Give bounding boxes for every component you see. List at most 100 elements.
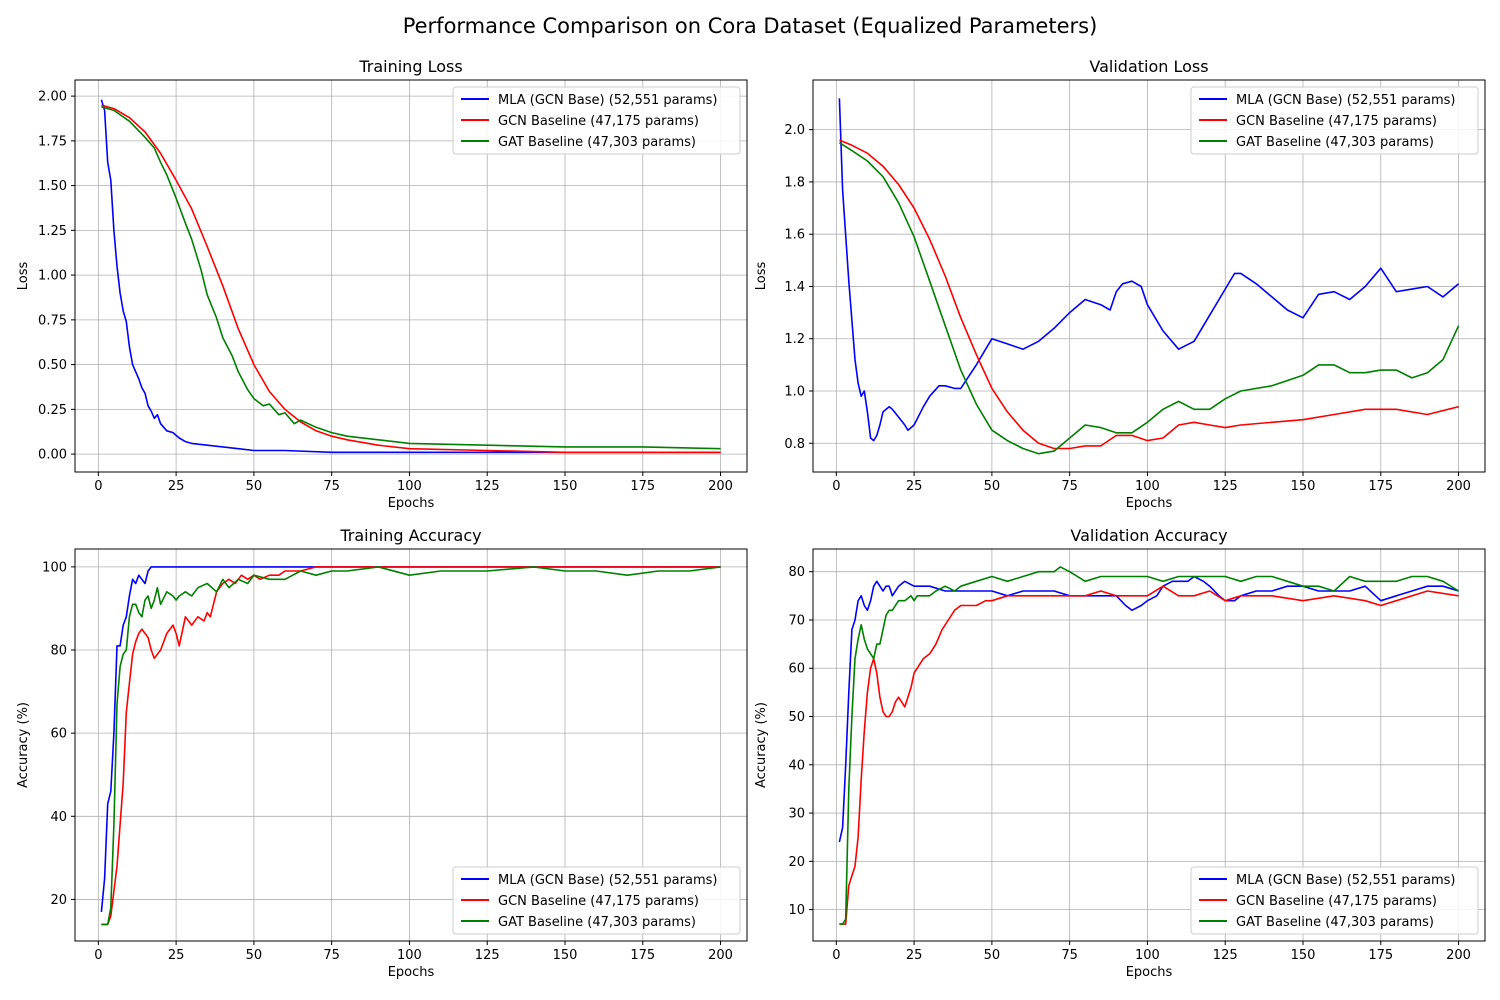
plot-area (100, 566, 721, 926)
x-tick-label: 50 (246, 948, 263, 963)
x-tick-label: 125 (475, 948, 500, 963)
x-tick-label: 0 (94, 948, 102, 963)
x-axis-label: Epochs (388, 965, 435, 980)
legend-label: MLA (GCN Base) (52,551 params) (1236, 873, 1455, 888)
axes-frame (812, 79, 1486, 473)
plot-area (838, 566, 1460, 925)
legend: MLA (GCN Base) (52,551 params) GCN Baseli… (1190, 866, 1479, 935)
series-line-1 (100, 566, 721, 912)
y-tick-label: 1.6 (784, 228, 805, 243)
y-axis-label: Loss (754, 262, 769, 291)
legend-label: GCN Baseline (47,175 params) (1236, 894, 1437, 909)
x-axis-label: Epochs (1126, 496, 1173, 511)
x-tick-label: 100 (397, 948, 422, 963)
x-tick-label: 125 (1213, 948, 1238, 963)
legend-label: MLA (GCN Base) (52,551 params) (1236, 93, 1455, 108)
y-tick-label: 60 (788, 662, 805, 677)
y-tick-label: 2.0 (784, 123, 805, 138)
x-tick-label: 175 (1368, 948, 1393, 963)
plot-area (100, 99, 721, 454)
y-tick-label: 1.8 (784, 175, 805, 190)
x-tick-label: 175 (630, 479, 655, 494)
x-tick-label: 25 (906, 948, 923, 963)
legend-box (452, 86, 741, 155)
legend-label: GAT Baseline (47,303 params) (498, 135, 696, 150)
x-tick-label: 175 (630, 948, 655, 963)
x-tick-label: 25 (168, 479, 185, 494)
x-tick-label: 75 (1061, 948, 1078, 963)
legend-label: GAT Baseline (47,303 params) (1236, 135, 1434, 150)
x-tick-label: 200 (1446, 479, 1471, 494)
legend: MLA (GCN Base) (52,551 params) GCN Baseli… (452, 866, 741, 935)
y-tick-label: 1.0 (784, 384, 805, 399)
series-line-3 (838, 142, 1460, 455)
y-tick-label: 2.00 (38, 90, 67, 105)
legend-label: MLA (GCN Base) (52,551 params) (498, 93, 717, 108)
series-line-2 (101, 104, 721, 454)
y-tick-label: 10 (788, 903, 805, 918)
legend-box (1190, 866, 1479, 935)
legend-label: GAT Baseline (47,303 params) (498, 915, 696, 930)
x-tick-label: 200 (708, 479, 733, 494)
y-tick-label: 0.50 (38, 358, 67, 373)
y-axis-label: Accuracy (%) (16, 702, 31, 788)
x-tick-label: 50 (984, 479, 1001, 494)
series-line-2 (839, 139, 1459, 450)
y-tick-label: 0.25 (38, 403, 67, 418)
series-line-2 (101, 566, 721, 926)
x-tick-label: 25 (168, 948, 185, 963)
y-tick-label: 1.25 (38, 224, 67, 239)
x-tick-label: 150 (553, 479, 578, 494)
subplot-3: 0 25 50 75 100 125 150 175 200 20 40 60 80 100 Trainin… (16, 526, 748, 980)
y-tick-label: 1.4 (784, 280, 805, 295)
legend-label: GCN Baseline (47,175 params) (498, 894, 699, 909)
x-tick-label: 100 (1135, 948, 1160, 963)
y-tick-label: 80 (788, 565, 805, 580)
figure-title: Performance Comparison on Cora Dataset (… (402, 14, 1098, 38)
y-tick-label: 1.50 (38, 179, 67, 194)
y-tick-label: 1.2 (784, 332, 805, 347)
axes-frame (812, 548, 1486, 942)
series-line-2 (839, 585, 1459, 925)
x-tick-label: 0 (832, 948, 840, 963)
axes-frame (74, 548, 748, 942)
legend-label: GCN Baseline (47,175 params) (1236, 114, 1437, 129)
y-tick-label: 20 (788, 855, 805, 870)
subplot-title: Validation Loss (1089, 57, 1208, 76)
x-tick-label: 75 (323, 479, 340, 494)
y-tick-label: 50 (788, 710, 805, 725)
subplot-2: 0 25 50 75 100 125 150 175 200 0.8 1.0 1.2 1.4 1.6 1.8… (754, 57, 1486, 511)
x-tick-label: 100 (397, 479, 422, 494)
x-tick-label: 0 (832, 479, 840, 494)
series-line-3 (101, 566, 721, 926)
y-tick-label: 70 (788, 613, 805, 628)
x-axis-label: Epochs (388, 496, 435, 511)
subplot-4: 0 25 50 75 100 125 150 175 200 10 20 30 40 50 60 70 80 Va… (754, 526, 1486, 980)
y-tick-label: 0.00 (38, 448, 67, 463)
x-tick-label: 100 (1135, 479, 1160, 494)
y-tick-label: 0.8 (784, 437, 805, 452)
legend-box (1190, 86, 1479, 155)
x-tick-label: 75 (1061, 479, 1078, 494)
series-line-3 (839, 566, 1460, 925)
x-tick-label: 175 (1368, 479, 1393, 494)
y-tick-label: 40 (50, 810, 67, 825)
series-line-1 (838, 98, 1460, 442)
y-tick-label: 1.00 (38, 269, 67, 284)
subplot-title: Validation Accuracy (1070, 526, 1227, 545)
y-axis-label: Accuracy (%) (754, 702, 769, 788)
series-line-1 (100, 99, 721, 454)
x-tick-label: 150 (553, 948, 578, 963)
y-tick-label: 20 (50, 893, 67, 908)
legend-label: MLA (GCN Base) (52,551 params) (498, 873, 717, 888)
legend-label: GCN Baseline (47,175 params) (498, 114, 699, 129)
y-tick-label: 0.75 (38, 313, 67, 328)
y-tick-label: 80 (50, 644, 67, 659)
y-axis-label: Loss (16, 262, 31, 291)
legend: MLA (GCN Base) (52,551 params) GCN Baseli… (452, 86, 741, 155)
legend: MLA (GCN Base) (52,551 params) GCN Baseli… (1190, 86, 1479, 155)
x-tick-label: 50 (984, 948, 1001, 963)
y-tick-label: 30 (788, 807, 805, 822)
x-tick-label: 125 (1213, 479, 1238, 494)
